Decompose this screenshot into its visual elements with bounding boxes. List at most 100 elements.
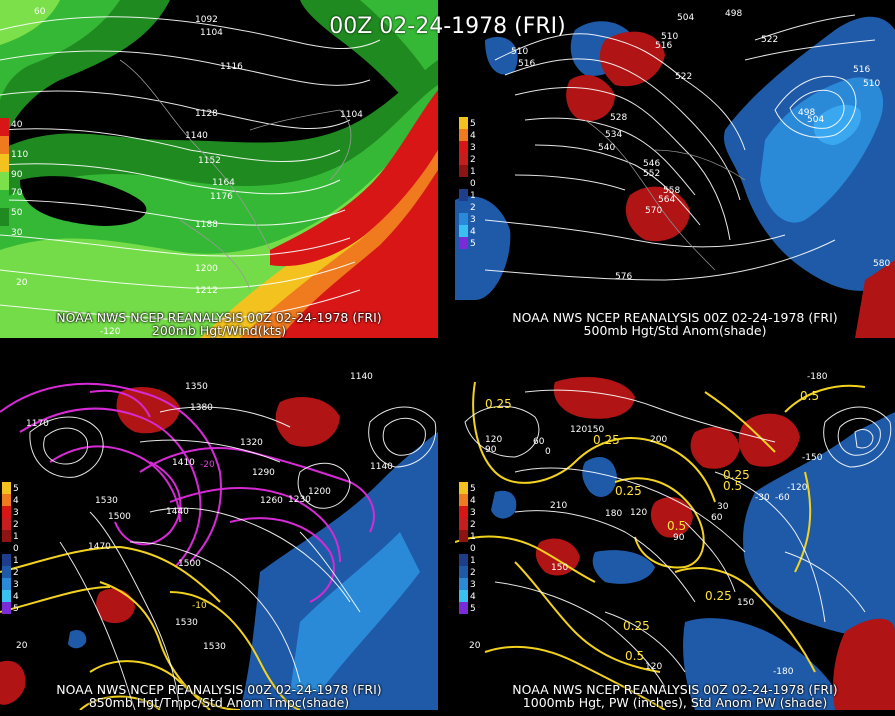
hgt-label: -180 (807, 372, 828, 382)
hgt-label: 1410 (172, 458, 195, 468)
hgt-label: 30 (717, 502, 729, 512)
hgt-label: 516 (853, 65, 870, 75)
panel-caption: NOAA NWS NCEP REANALYSIS 00Z 02-24-1978 … (56, 310, 382, 325)
pw-label: 0.25 (723, 468, 750, 482)
legend-label: 4 (470, 496, 476, 506)
hgt-label: 1092 (195, 15, 218, 25)
pw-label: 0.25 (485, 397, 512, 411)
hgt-label: 1440 (166, 507, 189, 517)
hgt-label: 90 (485, 445, 497, 455)
map-1000mb: -180 120 90 60 0 150 120 210 180 120 90 … (455, 372, 895, 710)
panel-1000mb: -180 120 90 60 0 150 120 210 180 120 90 … (455, 372, 895, 710)
panel-subcaption: 850mb Hgt/Tmpc/Std Anom Tmpc(shade) (88, 695, 350, 710)
hgt-label: 1104 (200, 28, 223, 38)
legend-label: 30 (11, 228, 23, 238)
hgt-label: 576 (615, 272, 632, 282)
lat-label: 20 (16, 641, 28, 651)
hgt-label: 570 (645, 206, 662, 216)
hgt-label: 1230 (288, 495, 311, 505)
panel-200mb: 1092 1104 1116 1128 1140 1152 1164 1176 … (0, 0, 438, 338)
hgt-label: 510 (661, 32, 678, 42)
pw-label: 0.25 (615, 484, 642, 498)
legend-label: 1 (470, 532, 476, 542)
lat-label: 20 (16, 278, 28, 288)
hgt-label: 1140 (350, 372, 373, 382)
hgt-label: 150 (551, 563, 568, 573)
legend-label: 5 (13, 604, 19, 614)
legend-label: 4 (470, 592, 476, 602)
hgt-label: 1152 (198, 156, 221, 166)
hgt-label: 0 (545, 447, 551, 457)
hgt-label: 1188 (195, 220, 218, 230)
legend-label: 2 (470, 520, 476, 530)
hgt-label: 504 (807, 115, 824, 125)
hgt-label: 1530 (175, 618, 198, 628)
legend-200mb (0, 118, 9, 226)
hgt-label: 510 (511, 47, 528, 57)
hgt-label: -150 (802, 453, 823, 463)
temp-label: -20 (200, 460, 215, 470)
lat-label: 60 (34, 7, 46, 17)
legend-label: 0 (470, 544, 476, 554)
hgt-label: 1140 (370, 462, 393, 472)
hgt-label: 528 (610, 113, 627, 123)
legend-label: 5 (13, 484, 19, 494)
hgt-label: 150 (737, 598, 754, 608)
hgt-label: 534 (605, 130, 622, 140)
legend-label: 3 (470, 580, 476, 590)
legend-label: 50 (11, 208, 23, 218)
hgt-label: 1128 (195, 109, 218, 119)
panel-850mb: 1350 1380 1140 1170 1320 1410 1290 1260 … (0, 372, 438, 710)
hgt-label: 120 (485, 435, 502, 445)
hgt-label: 1320 (240, 438, 263, 448)
hgt-label: 1200 (308, 487, 331, 497)
legend-label: 3 (13, 580, 19, 590)
hgt-label: 1350 (185, 382, 208, 392)
pw-label: 0.5 (667, 519, 686, 533)
hgt-label: 1290 (252, 468, 275, 478)
legend-label: 1 (13, 556, 19, 566)
pw-label: 0.25 (705, 589, 732, 603)
pw-label: 0.5 (800, 389, 819, 403)
legend-label: 2 (470, 155, 476, 165)
legend-label: 2 (13, 568, 19, 578)
legend-label: 5 (470, 239, 476, 249)
temp-label: -10 (192, 601, 207, 611)
legend-label: 0 (13, 544, 19, 554)
legend-label: 3 (13, 508, 19, 518)
legend-label: 0 (470, 179, 476, 189)
legend-label: 40 (11, 120, 23, 130)
hgt-label: 540 (598, 143, 615, 153)
hgt-label: 1470 (88, 542, 111, 552)
hgt-label: -180 (773, 667, 794, 677)
hgt-label: 1212 (195, 286, 218, 296)
hgt-label: 498 (798, 108, 815, 118)
hgt-label: 546 (643, 159, 660, 169)
legend-label: 90 (11, 170, 23, 180)
hgt-label: 1500 (178, 559, 201, 569)
hgt-label: 1116 (220, 62, 243, 72)
legend-label: 1 (13, 532, 19, 542)
lat-label: 20 (469, 641, 481, 651)
hgt-label: 1380 (190, 403, 213, 413)
legend-label: 4 (13, 592, 19, 602)
hgt-label: 120 (570, 425, 587, 435)
legend-label: 4 (470, 227, 476, 237)
legend-label: 5 (470, 119, 476, 129)
hgt-label: 90 (673, 533, 685, 543)
pw-label: 0.25 (623, 619, 650, 633)
hgt-label: 522 (761, 35, 778, 45)
hgt-label: 1260 (260, 496, 283, 506)
hgt-label: 60 (711, 513, 723, 523)
legend-850mb (2, 482, 11, 614)
hgt-label: 200 (650, 435, 667, 445)
map-500mb: 504 498 510 516 522 510 516 522 528 534 … (455, 0, 895, 338)
hgt-label: 498 (725, 9, 742, 19)
legend-500mb (459, 117, 468, 249)
hgt-label: -30 (755, 493, 770, 503)
pw-label: 0.5 (723, 479, 742, 493)
hgt-label: 150 (587, 425, 604, 435)
pw-label: 0.5 (625, 649, 644, 663)
legend-label: 2 (470, 568, 476, 578)
hgt-label: 1170 (26, 419, 49, 429)
